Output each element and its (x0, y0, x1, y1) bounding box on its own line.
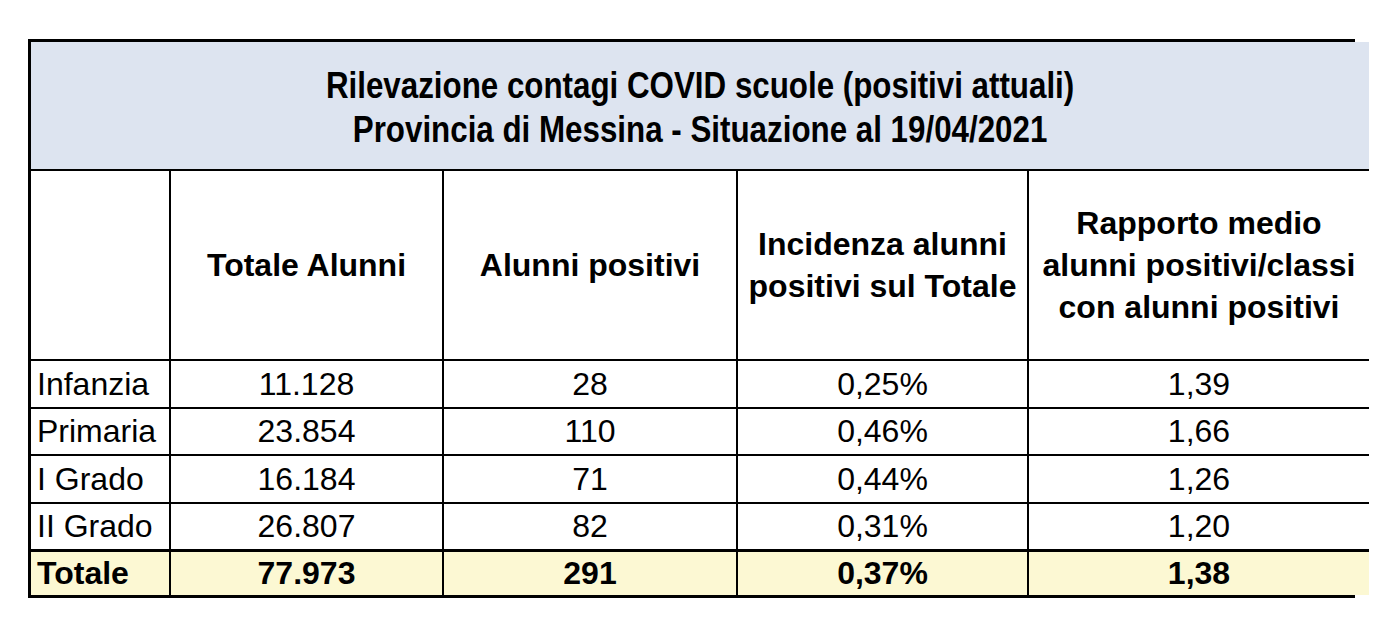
cell-infanzia-incidenza: 0,25% (738, 361, 1029, 409)
cell-primaria-rapporto: 1,66 (1029, 409, 1369, 456)
title-line-2: Provincia di Messina - Situazione al 19/… (326, 108, 1074, 152)
cell-infanzia-totale-alunni: 11.128 (171, 361, 444, 409)
cell-ii-grado-rapporto: 1,20 (1029, 504, 1369, 552)
table-title: Rilevazione contagi COVID scuole (positi… (31, 42, 1369, 171)
row-label-ii-grado: II Grado (31, 504, 171, 552)
title-line-1: Rilevazione contagi COVID scuole (positi… (326, 64, 1074, 108)
cell-infanzia-alunni-positivi: 28 (444, 361, 738, 409)
cell-ii-grado-incidenza: 0,31% (738, 504, 1029, 552)
cell-totale-totale-alunni: 77.973 (171, 552, 444, 595)
cell-totale-alunni-positivi: 291 (444, 552, 738, 595)
row-label-i-grado: I Grado (31, 456, 171, 504)
column-header-rapporto-medio: Rapporto medio alunni positivi/classi co… (1029, 171, 1369, 361)
column-header-alunni-positivi: Alunni positivi (444, 171, 738, 361)
cell-primaria-alunni-positivi: 110 (444, 409, 738, 456)
cell-i-grado-incidenza: 0,44% (738, 456, 1029, 504)
column-header-incidenza: Incidenza alunni positivi sul Totale (738, 171, 1029, 361)
cell-primaria-incidenza: 0,46% (738, 409, 1029, 456)
cell-i-grado-alunni-positivi: 71 (444, 456, 738, 504)
cell-i-grado-totale-alunni: 16.184 (171, 456, 444, 504)
covid-table: Rilevazione contagi COVID scuole (positi… (28, 39, 1355, 598)
row-label-infanzia: Infanzia (31, 361, 171, 409)
cell-primaria-totale-alunni: 23.854 (171, 409, 444, 456)
row-label-primaria: Primaria (31, 409, 171, 456)
cell-i-grado-rapporto: 1,26 (1029, 456, 1369, 504)
cell-ii-grado-alunni-positivi: 82 (444, 504, 738, 552)
cell-totale-incidenza: 0,37% (738, 552, 1029, 595)
column-header-empty (31, 171, 171, 361)
row-label-totale: Totale (31, 552, 171, 595)
page: Rilevazione contagi COVID scuole (positi… (0, 0, 1382, 644)
cell-ii-grado-totale-alunni: 26.807 (171, 504, 444, 552)
column-header-totale-alunni: Totale Alunni (171, 171, 444, 361)
cell-infanzia-rapporto: 1,39 (1029, 361, 1369, 409)
cell-totale-rapporto: 1,38 (1029, 552, 1369, 595)
